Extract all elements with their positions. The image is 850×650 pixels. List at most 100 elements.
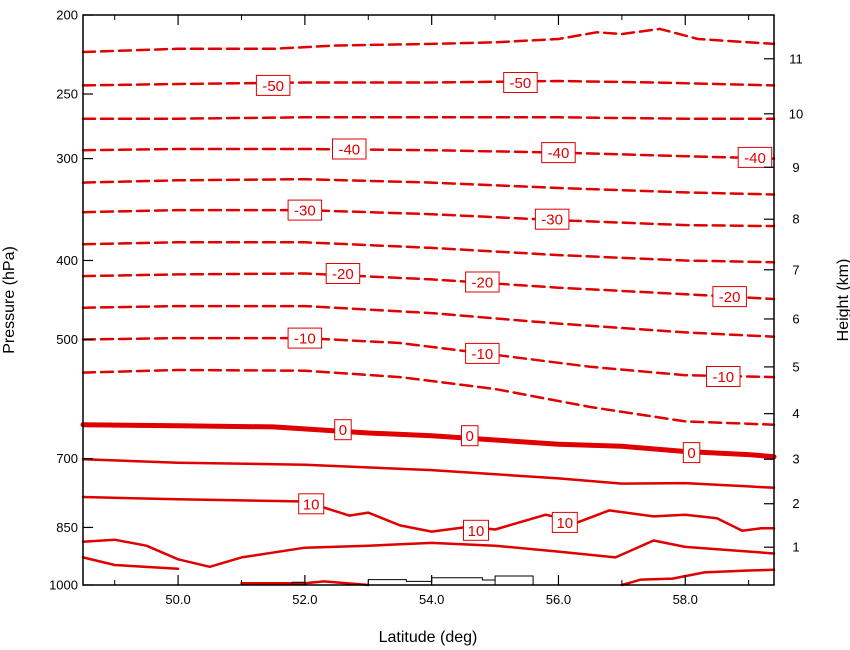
y-right-tick-label: 10	[789, 106, 803, 121]
x-tick-label: 56.0	[546, 592, 571, 607]
contour-line	[81, 27, 776, 54]
contour-label-box	[465, 342, 500, 364]
contour-line	[81, 177, 776, 196]
contour-label-box	[503, 72, 538, 93]
contour-label: 0	[682, 442, 701, 464]
contour-label-box	[334, 419, 352, 441]
y-right-tick-label: 5	[792, 359, 799, 374]
contour-label-box	[551, 511, 578, 533]
contour-label: 0	[334, 419, 352, 441]
contour-label: -20	[712, 286, 747, 308]
y-right-tick-label: 3	[792, 452, 799, 467]
contour-line	[81, 116, 776, 120]
y-right-tick-label: 9	[792, 160, 799, 175]
y-axis-right-title: Height (km)	[835, 259, 850, 342]
y-right-tick-label: 11	[789, 51, 803, 66]
x-tick-label: 54.0	[419, 592, 444, 607]
x-tick-label: 52.0	[292, 592, 317, 607]
y-left-tick-label: 300	[56, 151, 78, 166]
contour-label-box	[461, 425, 479, 447]
y-left-tick-label: 400	[56, 253, 78, 268]
contour-label-text: -20	[332, 266, 354, 283]
contour-label-box	[287, 199, 323, 221]
contour-line	[81, 241, 776, 264]
contour-label: -40	[541, 142, 576, 164]
contour-line	[81, 147, 776, 160]
y-right-tick-label: 8	[792, 212, 799, 227]
contour-label: -50	[255, 74, 291, 96]
contour-label: 10	[463, 519, 489, 541]
contour-label: 10	[551, 511, 578, 533]
contour-line	[80, 422, 777, 460]
contour-label-text: 0	[466, 428, 474, 445]
y-left-tick-label: 700	[56, 451, 78, 466]
contour-label-text: -20	[719, 289, 741, 306]
plot-background	[83, 15, 774, 585]
contour-label-box	[712, 286, 747, 308]
contour-label-text: -50	[510, 75, 532, 92]
contour-label-box	[298, 493, 325, 515]
contour-label: -30	[287, 199, 323, 221]
contour-label-box	[332, 138, 367, 160]
contour-label-box	[682, 442, 701, 464]
contour-label: -50	[503, 72, 538, 93]
y-left-tick-label: 850	[56, 520, 78, 535]
contour-line	[81, 457, 776, 490]
contour-label-box	[465, 271, 500, 293]
contour-line	[81, 272, 776, 301]
contour-line	[81, 368, 776, 426]
contour-line	[620, 568, 776, 587]
contours-layer	[80, 27, 777, 587]
contour-label: 0	[461, 425, 479, 447]
contour-label-text: -10	[472, 346, 494, 363]
contour-label-text: -40	[548, 145, 570, 162]
y-right-tick-label: 7	[792, 262, 799, 277]
contour-label-text: 10	[468, 523, 485, 540]
contour-label-text: -30	[541, 212, 563, 229]
contour-label: -40	[332, 138, 367, 160]
contour-label: -10	[287, 327, 323, 349]
plot-frame	[82, 14, 775, 586]
y-right-tick-label: 6	[792, 311, 799, 326]
contour-label-box	[255, 74, 291, 96]
contour-label-box	[325, 263, 361, 284]
y-left-tick-label: 200	[56, 8, 78, 23]
contour-labels-layer: -50 -50 -40 -40 -40 -30 -30 -20 -20 -20 -10 -10 -10 0…	[255, 72, 773, 541]
x-tick-label: 50.0	[165, 592, 190, 607]
contour-label: -30	[534, 208, 570, 230]
contour-label-text: -30	[294, 203, 316, 220]
contour-label: -10	[465, 342, 500, 364]
contour-line	[81, 336, 776, 379]
contour-label: -40	[737, 146, 773, 168]
contour-label-text: 0	[687, 445, 695, 462]
contour-label-text: -40	[338, 142, 360, 159]
x-axis-title: Latitude (deg)	[379, 629, 478, 646]
y-axis-left-title: Pressure (hPa)	[1, 246, 18, 354]
contour-line	[81, 495, 776, 533]
y-left-tick-label: 250	[56, 87, 78, 102]
contour-label-text: 0	[339, 422, 347, 439]
contour-line	[81, 556, 180, 570]
y-right-tick-label: 4	[792, 406, 799, 421]
contour-label-box	[463, 519, 489, 541]
contour-label-box	[541, 142, 576, 164]
contour-label: 10	[298, 493, 325, 515]
contour-label-box	[706, 366, 741, 387]
y-right-tick-label: 1	[792, 540, 799, 555]
contour-label-text: -10	[712, 369, 734, 386]
y-left-tick-label: 1000	[49, 578, 78, 593]
contour-line	[81, 79, 776, 87]
contour-label: -20	[465, 271, 500, 293]
contour-label-text: -40	[744, 150, 766, 167]
contour-label: -20	[325, 263, 361, 284]
contour-label-box	[287, 327, 323, 349]
contour-label-box	[534, 208, 570, 230]
contour-line	[81, 538, 776, 569]
contour-line	[240, 580, 370, 587]
contour-label: -10	[706, 366, 741, 387]
contour-label-text: 10	[556, 515, 573, 532]
axes-layer: 50.0 52.0 54.0 56.0 58.020025030040050070085…	[49, 8, 803, 608]
contour-label-text: -20	[472, 275, 494, 292]
contour-line	[81, 304, 776, 338]
